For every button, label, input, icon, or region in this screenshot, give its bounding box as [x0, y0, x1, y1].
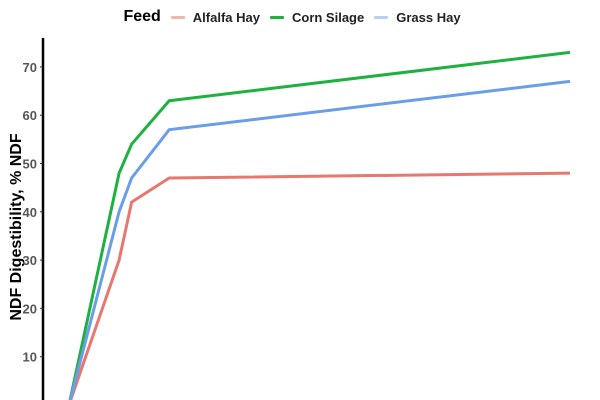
series-line-grass-hay	[68, 79, 571, 400]
legend-label: Alfalfa Hay	[192, 9, 260, 25]
y-tick-label: 50	[23, 157, 37, 172]
y-tick-label: 40	[23, 205, 37, 220]
series-line-alfalfa-hay	[69, 171, 571, 400]
y-tick-label: 20	[23, 301, 37, 316]
legend-key-corn-silage	[269, 15, 284, 19]
y-tick-label: 70	[23, 60, 37, 75]
legend: Feed Alfalfa Hay Corn Silage Grass Hay	[0, 6, 600, 28]
y-tick-label: 10	[23, 350, 37, 365]
legend-item-corn-silage: Corn Silage	[269, 9, 365, 25]
legend-label: Corn Silage	[291, 9, 365, 25]
series-lines	[68, 50, 571, 400]
y-tick-label: 60	[23, 108, 37, 123]
series-line-corn-silage	[68, 50, 571, 400]
legend-key-grass-hay	[374, 15, 389, 19]
legend-title: Feed	[123, 8, 161, 25]
y-axis-ticks: 10 20 30 40 50 60 70	[23, 60, 43, 365]
legend-item-alfalfa-hay: Alfalfa Hay	[170, 9, 260, 25]
legend-item-grass-hay: Grass Hay	[374, 9, 461, 25]
legend-key-alfalfa-hay	[170, 15, 185, 19]
legend-label: Grass Hay	[396, 9, 461, 25]
y-tick-label: 30	[23, 253, 37, 268]
